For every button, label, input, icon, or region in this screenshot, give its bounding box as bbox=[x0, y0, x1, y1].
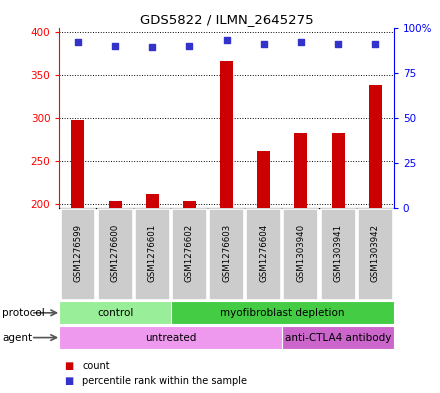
Text: GSM1303940: GSM1303940 bbox=[297, 224, 305, 282]
Text: protocol: protocol bbox=[2, 308, 45, 318]
Text: count: count bbox=[82, 361, 110, 371]
Text: GSM1276604: GSM1276604 bbox=[259, 224, 268, 282]
Bar bbox=[246, 209, 281, 300]
Text: GSM1276599: GSM1276599 bbox=[73, 224, 82, 282]
Point bbox=[334, 40, 341, 47]
Text: control: control bbox=[97, 308, 133, 318]
Bar bbox=[183, 200, 196, 376]
Point bbox=[112, 42, 119, 49]
Text: ■: ■ bbox=[64, 376, 73, 386]
Text: myofibroblast depletion: myofibroblast depletion bbox=[220, 308, 345, 318]
Text: GSM1303941: GSM1303941 bbox=[334, 224, 343, 282]
Point bbox=[372, 40, 379, 47]
Point bbox=[186, 42, 193, 49]
Bar bbox=[209, 209, 244, 300]
Bar bbox=[171, 301, 394, 324]
Title: GDS5822 / ILMN_2645275: GDS5822 / ILMN_2645275 bbox=[140, 13, 313, 26]
Bar bbox=[135, 209, 170, 300]
Text: GSM1276601: GSM1276601 bbox=[148, 224, 157, 282]
Bar bbox=[98, 209, 132, 300]
Bar bbox=[59, 326, 282, 349]
Point bbox=[297, 39, 304, 45]
Text: GSM1276602: GSM1276602 bbox=[185, 224, 194, 282]
Text: agent: agent bbox=[2, 332, 32, 343]
Text: ■: ■ bbox=[64, 361, 73, 371]
Point bbox=[223, 37, 230, 43]
Bar bbox=[321, 209, 356, 300]
Bar bbox=[172, 209, 207, 300]
Bar bbox=[282, 326, 394, 349]
Bar bbox=[61, 209, 95, 300]
Text: GSM1276603: GSM1276603 bbox=[222, 224, 231, 282]
Text: anti-CTLA4 antibody: anti-CTLA4 antibody bbox=[285, 332, 391, 343]
Bar bbox=[59, 301, 171, 324]
Bar bbox=[294, 133, 308, 376]
Bar bbox=[332, 132, 345, 376]
Bar bbox=[109, 200, 121, 376]
Bar bbox=[220, 61, 233, 376]
Bar bbox=[358, 209, 392, 300]
Text: GSM1276600: GSM1276600 bbox=[110, 224, 120, 282]
Text: GSM1303942: GSM1303942 bbox=[371, 224, 380, 282]
Text: untreated: untreated bbox=[145, 332, 197, 343]
Bar bbox=[283, 209, 319, 300]
Bar bbox=[146, 194, 159, 376]
Bar bbox=[257, 151, 270, 376]
Text: percentile rank within the sample: percentile rank within the sample bbox=[82, 376, 247, 386]
Point bbox=[74, 39, 81, 45]
Bar bbox=[369, 85, 382, 376]
Point bbox=[260, 40, 267, 47]
Bar bbox=[71, 121, 84, 376]
Point bbox=[149, 44, 156, 51]
